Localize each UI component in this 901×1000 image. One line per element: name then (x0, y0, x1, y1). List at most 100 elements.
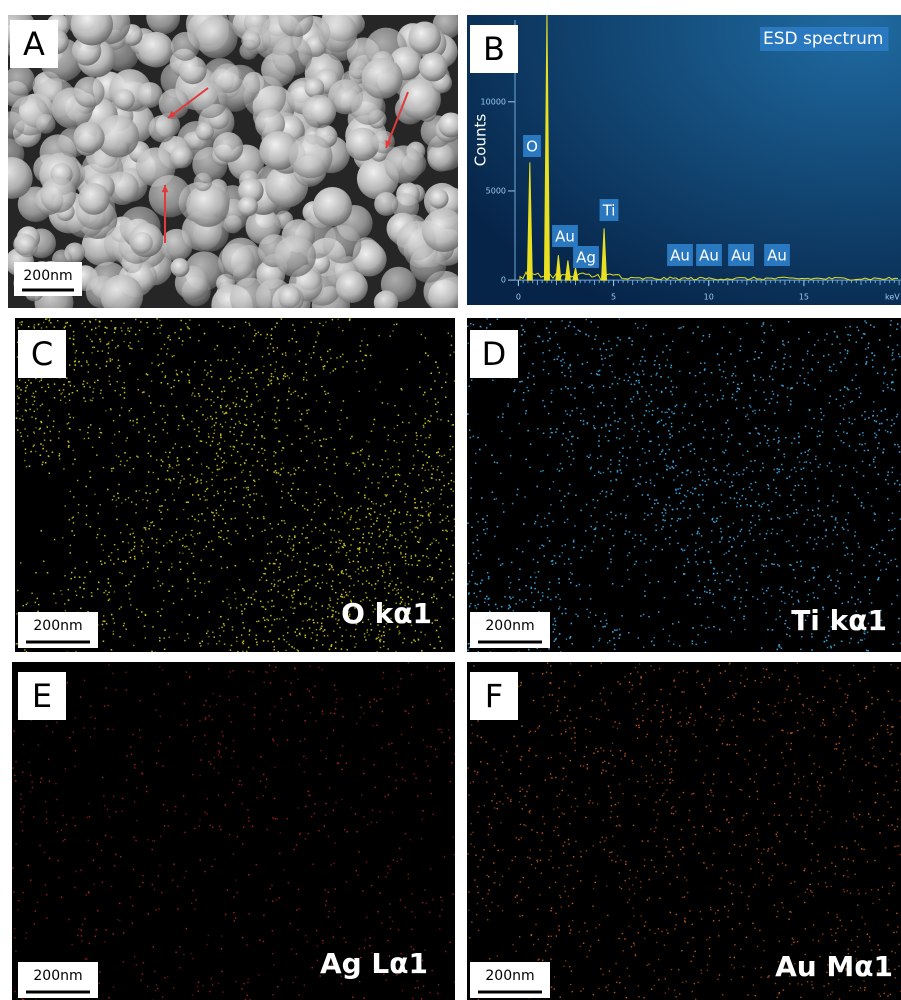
signal-dot (453, 491, 454, 492)
signal-dot (167, 470, 168, 471)
signal-dot (303, 527, 304, 528)
signal-dot (350, 519, 351, 520)
signal-dot (292, 608, 293, 609)
signal-dot (198, 514, 199, 515)
signal-dot (441, 562, 442, 563)
signal-dot (274, 451, 275, 452)
signal-dot (112, 443, 113, 444)
signal-dot (45, 318, 46, 319)
signal-dot (268, 590, 269, 591)
signal-dot (244, 365, 245, 366)
signal-dot (162, 363, 163, 364)
signal-dot (303, 470, 304, 471)
signal-dot (275, 326, 276, 327)
signal-dot (131, 528, 132, 529)
signal-dot (271, 528, 272, 529)
signal-dot (213, 495, 214, 496)
signal-dot (276, 322, 277, 323)
signal-dot (428, 514, 429, 515)
signal-dot (287, 632, 288, 633)
signal-dot (270, 364, 271, 365)
signal-dot (327, 351, 328, 352)
signal-dot (396, 480, 397, 481)
signal-dot (121, 330, 122, 331)
signal-dot (241, 435, 242, 436)
signal-dot (271, 380, 272, 381)
signal-dot (135, 319, 136, 320)
signal-dot (17, 590, 18, 591)
signal-dot (291, 576, 292, 577)
signal-dot (155, 571, 156, 572)
signal-dot (295, 575, 296, 576)
signal-dot (226, 360, 227, 361)
signal-dot (311, 442, 312, 443)
signal-dot (119, 636, 120, 637)
signal-dot (279, 383, 280, 384)
signal-dot (31, 593, 32, 594)
signal-dot (122, 541, 123, 542)
signal-dot (236, 404, 237, 405)
signal-dot (396, 323, 397, 324)
signal-dot (264, 568, 265, 569)
signal-dot (201, 473, 202, 474)
signal-dot (214, 425, 215, 426)
signal-dot (24, 649, 25, 650)
signal-dot (161, 465, 162, 466)
signal-dot (228, 378, 229, 379)
signal-dot (329, 402, 330, 403)
signal-dot (451, 473, 452, 474)
signal-dot (73, 517, 74, 518)
signal-dot (340, 410, 341, 411)
signal-dot (271, 335, 272, 336)
signal-dot (408, 422, 409, 423)
signal-dot (255, 591, 256, 592)
signal-dot (44, 439, 45, 440)
signal-dot (243, 627, 244, 628)
signal-dot (147, 374, 148, 375)
signal-dot (418, 560, 419, 561)
signal-dot (365, 567, 366, 568)
signal-dot (160, 512, 161, 513)
signal-dot (417, 527, 418, 528)
signal-dot (534, 572, 535, 573)
signal-dot (428, 437, 429, 438)
signal-dot (355, 522, 356, 523)
signal-dot (353, 529, 354, 530)
signal-dot (138, 617, 139, 618)
particle (78, 183, 110, 215)
signal-dot (263, 640, 264, 641)
signal-dot (75, 651, 76, 652)
signal-dot (256, 493, 257, 494)
signal-dot (398, 592, 399, 593)
signal-dot (349, 550, 350, 551)
signal-dot (223, 413, 224, 414)
signal-dot (418, 474, 419, 475)
signal-dot (274, 619, 275, 620)
signal-dot (295, 391, 296, 392)
signal-dot (111, 468, 112, 469)
signal-dot (40, 405, 41, 406)
signal-dot (410, 529, 411, 530)
signal-dot (379, 546, 380, 547)
signal-dot (118, 558, 119, 559)
signal-dot (342, 516, 343, 517)
signal-dot (254, 599, 255, 600)
signal-dot (308, 553, 309, 554)
signal-dot (451, 530, 452, 531)
signal-dot (309, 597, 310, 598)
signal-dot (349, 562, 350, 563)
signal-dot (395, 474, 396, 475)
signal-dot (358, 573, 359, 574)
signal-dot (223, 509, 224, 510)
signal-dot (148, 440, 149, 441)
signal-dot (308, 409, 309, 410)
signal-dot (198, 431, 199, 432)
signal-dot (231, 419, 232, 420)
signal-dot (17, 327, 18, 328)
signal-dot (304, 508, 305, 509)
signal-dot (116, 381, 117, 382)
signal-dot (354, 636, 355, 637)
signal-dot (37, 611, 38, 612)
signal-dot (27, 602, 28, 603)
signal-dot (441, 647, 442, 648)
